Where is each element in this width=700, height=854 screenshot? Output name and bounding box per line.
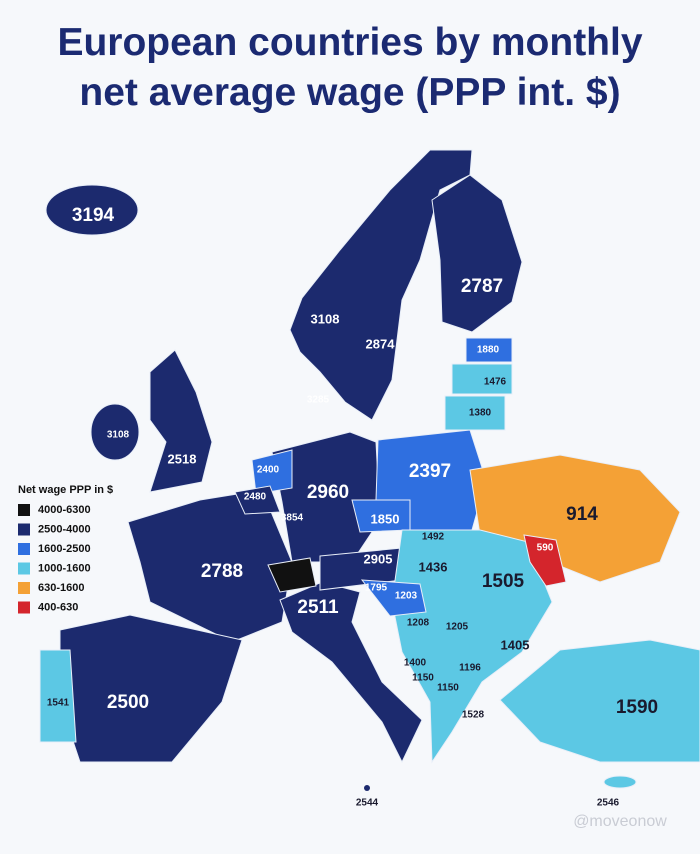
value-label: 1476 xyxy=(484,377,507,388)
italy xyxy=(279,581,423,764)
value-label: 1505 xyxy=(482,571,525,592)
value-label: 2960 xyxy=(307,482,349,503)
ireland xyxy=(90,403,140,461)
value-label: 1208 xyxy=(407,618,430,629)
scandinavia xyxy=(289,149,473,421)
value-label: 1541 xyxy=(47,698,70,709)
legend-swatch xyxy=(18,543,30,555)
germany xyxy=(271,431,381,563)
malta xyxy=(364,785,370,791)
legend-label: 630-1600 xyxy=(38,582,85,594)
value-label: 2544 xyxy=(356,798,379,809)
lithuania xyxy=(444,395,506,431)
legend-label: 1600-2500 xyxy=(38,543,91,555)
estonia xyxy=(465,337,513,363)
value-label: 1196 xyxy=(459,663,481,674)
value-label: 1203 xyxy=(395,591,418,602)
value-label: 2500 xyxy=(107,692,149,713)
latvia xyxy=(451,363,513,395)
value-label: 2397 xyxy=(409,461,451,482)
value-label: 3285 xyxy=(307,395,330,406)
legend-label: 400-630 xyxy=(38,601,78,613)
value-label: 1492 xyxy=(422,532,445,543)
value-label: 2518 xyxy=(168,451,197,466)
value-label: 3854 xyxy=(281,513,304,524)
portugal xyxy=(39,649,77,743)
legend-swatch xyxy=(18,523,30,536)
value-label: 1795 xyxy=(365,583,388,594)
croatia xyxy=(360,579,427,617)
spain xyxy=(59,614,243,763)
value-label: 2788 xyxy=(201,561,243,582)
value-label: 1380 xyxy=(469,408,492,419)
switzerland xyxy=(267,557,317,593)
value-label: 2511 xyxy=(297,597,339,618)
moldova xyxy=(523,534,567,587)
value-label: 1850 xyxy=(371,511,400,526)
value-label: 1205 xyxy=(446,622,469,633)
value-label: 1436 xyxy=(419,559,448,574)
cyprus xyxy=(603,775,637,789)
watermark: @moveonow xyxy=(573,813,667,830)
value-label: 2787 xyxy=(461,276,503,297)
value-label: 2874 xyxy=(366,336,396,351)
value-label: 590 xyxy=(537,543,554,554)
france xyxy=(127,489,293,643)
value-label: 1528 xyxy=(462,710,485,721)
value-label: 3108 xyxy=(107,430,130,441)
balkans xyxy=(391,529,553,764)
value-label: 2905 xyxy=(364,551,393,566)
legend: Net wage PPP in $ 4000-6300 2500-4000 1600… xyxy=(18,484,113,614)
finland xyxy=(431,174,523,333)
iceland xyxy=(45,184,139,236)
legend-swatch xyxy=(18,504,30,516)
legend-title: Net wage PPP in $ xyxy=(18,484,113,496)
value-label: 1880 xyxy=(477,345,500,356)
turkey xyxy=(499,639,700,763)
value-label: 1405 xyxy=(501,637,530,652)
countries xyxy=(39,149,700,791)
legend-label: 1000-1600 xyxy=(38,562,91,574)
value-label: 914 xyxy=(566,504,598,525)
value-label: 2546 xyxy=(597,798,620,809)
belgium xyxy=(234,485,281,515)
value-label: 1150 xyxy=(412,673,434,684)
legend-swatch xyxy=(18,562,30,575)
value-label: 2480 xyxy=(244,492,267,503)
value-label: 1400 xyxy=(404,658,427,669)
value-label: 2400 xyxy=(257,465,280,476)
legend-label: 2500-4000 xyxy=(38,523,91,535)
value-labels: 3194 3108 2874 2787 1880 1476 1380 3285 … xyxy=(47,205,658,809)
netherlands xyxy=(251,449,293,495)
uk xyxy=(149,349,213,493)
title: European countries by monthly net averag… xyxy=(57,21,643,114)
legend-swatch xyxy=(18,582,30,594)
value-label: 1590 xyxy=(616,697,658,718)
legend-swatch xyxy=(18,601,30,614)
legend-label: 4000-6300 xyxy=(38,504,91,516)
value-label: 3108 xyxy=(311,311,340,326)
value-label: 1150 xyxy=(437,683,459,694)
value-label: 3194 xyxy=(72,205,115,226)
